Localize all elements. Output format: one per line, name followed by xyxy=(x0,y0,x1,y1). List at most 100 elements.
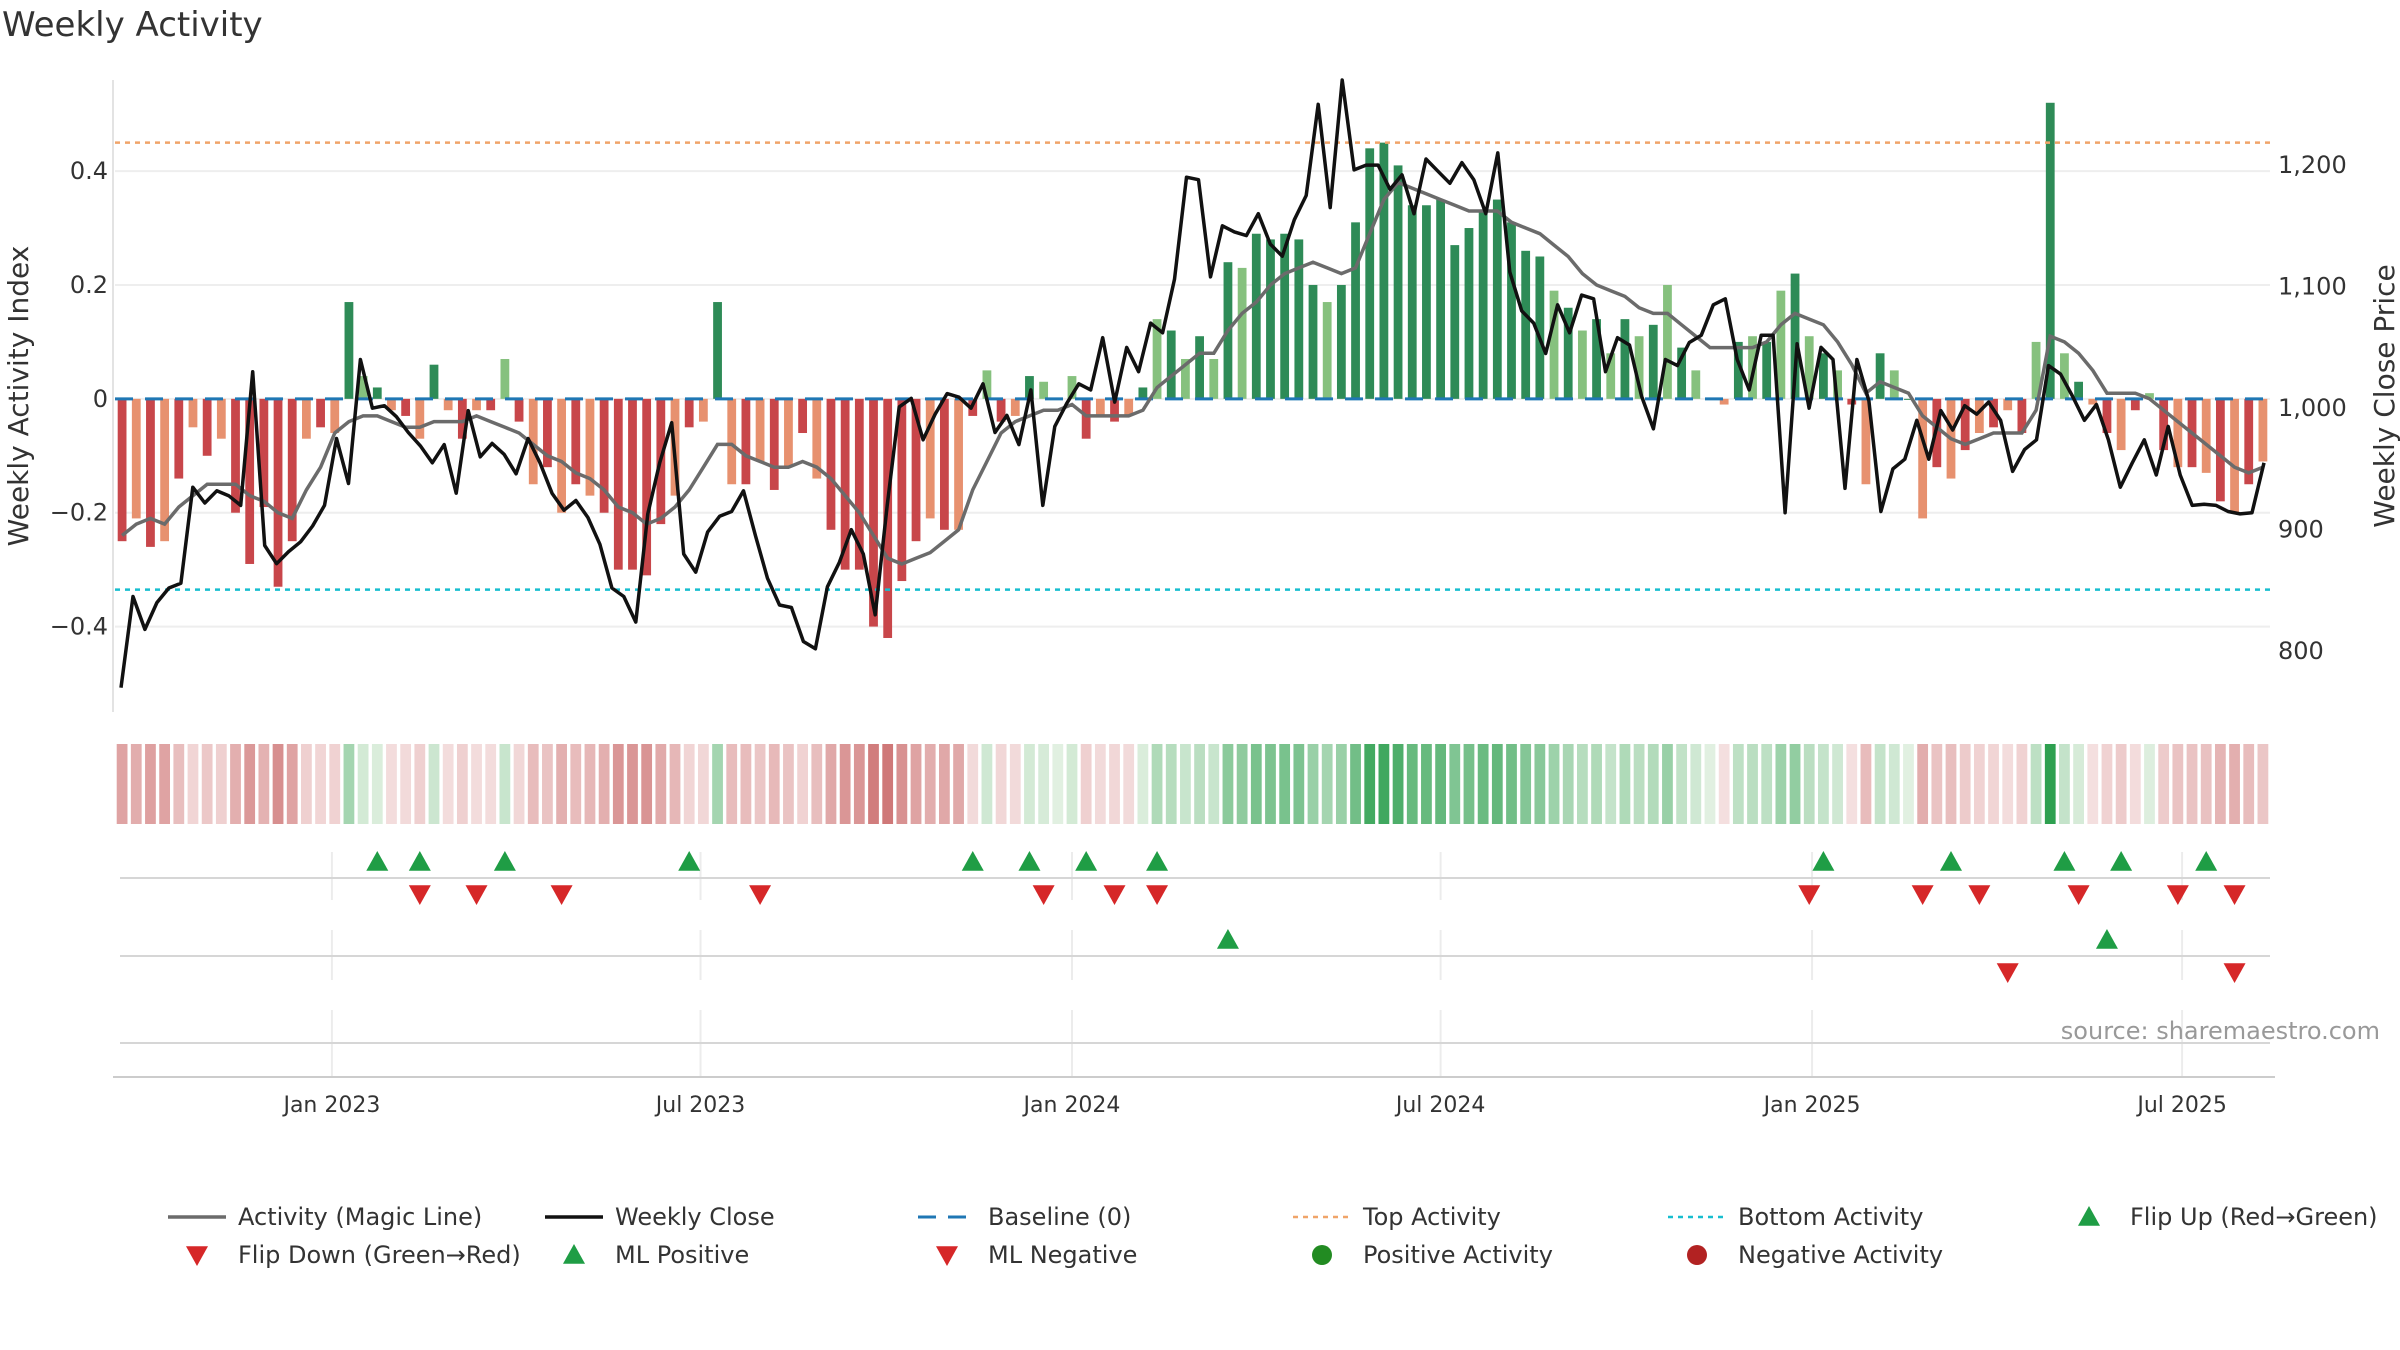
activity-bar xyxy=(684,398,694,428)
x-tick-label: Jul 2024 xyxy=(1394,1093,1486,1118)
heat-strip-cell xyxy=(683,744,695,824)
heat-strip-cell xyxy=(726,744,738,824)
heat-strip-cell xyxy=(910,744,922,824)
activity-bar xyxy=(2258,398,2268,462)
activity-bar xyxy=(1209,358,1219,399)
left-axis-label: Weekly Activity Index xyxy=(2,246,35,547)
heat-strip-cell xyxy=(2030,744,2042,824)
activity-bar xyxy=(358,376,368,399)
heat-strip-cell xyxy=(1137,744,1149,824)
legend-swatch-circle xyxy=(1687,1245,1707,1265)
heat-strip-cell xyxy=(315,744,326,824)
heat-strip-cell xyxy=(1704,744,1716,824)
heat-strip-cell xyxy=(1335,744,1347,824)
ml-positive-marker xyxy=(2095,929,2118,949)
heat-strip-cell xyxy=(386,744,397,824)
flip-down-marker xyxy=(1911,885,1934,905)
heat-strip-cell xyxy=(1988,744,1999,824)
activity-bar xyxy=(1251,233,1261,399)
heat-strip-cell xyxy=(1265,744,1276,824)
activity-bar xyxy=(1422,205,1431,399)
legend-label: Positive Activity xyxy=(1363,1241,1553,1269)
flip-up-marker xyxy=(366,851,389,871)
ml-positive-marker xyxy=(1216,929,1239,949)
activity-bar xyxy=(1606,353,1616,399)
activity-bar xyxy=(1563,307,1573,399)
activity-bar xyxy=(2173,398,2183,468)
activity-bar xyxy=(1691,370,1701,399)
activity-bar xyxy=(2060,353,2069,399)
activity-bar xyxy=(1549,290,1559,399)
activity-bar xyxy=(741,398,751,485)
legend-label: ML Positive xyxy=(615,1241,749,1269)
x-tick-label: Jan 2025 xyxy=(1762,1093,1861,1118)
legend-swatch-triangle-down xyxy=(186,1246,208,1266)
heat-strip-cell xyxy=(1662,744,1673,824)
heat-strip-cell xyxy=(1194,744,1205,824)
left-axis-ticks: −0.4 −0.2 0 0.2 0.4 xyxy=(50,157,108,640)
left-tick-label: 0.2 xyxy=(70,271,108,299)
heat-strip-cell xyxy=(1605,744,1617,824)
activity-bar xyxy=(698,398,708,422)
heat-strip-cell xyxy=(329,744,341,824)
heat-strip-cell xyxy=(1463,744,1475,824)
activity-bar xyxy=(1492,199,1502,399)
activity-bar xyxy=(557,398,566,513)
legend-item: Baseline (0) xyxy=(918,1203,1131,1231)
flip-up-marker xyxy=(2110,851,2133,871)
heat-strip-cell xyxy=(981,744,993,824)
legend-item: Negative Activity xyxy=(1687,1241,1943,1269)
activity-bar xyxy=(302,398,311,439)
marker-vertical-grid xyxy=(330,852,2184,1077)
flip-down-marker xyxy=(1146,885,1169,905)
x-tick-label: Jul 2025 xyxy=(2135,1093,2227,1118)
heat-strip-cell xyxy=(357,744,369,824)
heat-strip-cell xyxy=(1435,744,1446,824)
activity-bar xyxy=(1322,302,1332,399)
activity-bar xyxy=(613,398,623,570)
legend-label: Flip Up (Red→Green) xyxy=(2130,1203,2378,1231)
right-tick-label: 900 xyxy=(2278,516,2324,544)
activity-bar xyxy=(514,398,524,422)
activity-bar xyxy=(202,398,212,456)
activity-bar xyxy=(500,358,510,399)
activity-bar xyxy=(812,398,822,479)
heat-strip-cell xyxy=(1576,744,1588,824)
activity-bar xyxy=(1478,210,1488,399)
activity-bar xyxy=(1918,398,1928,519)
activity-bar xyxy=(273,398,283,587)
activity-bar xyxy=(840,398,850,570)
activity-bar xyxy=(1634,336,1644,399)
flip-up-marker xyxy=(1018,851,1041,871)
heat-strip-cell xyxy=(1676,744,1688,824)
activity-bar xyxy=(1308,284,1318,399)
activity-bar xyxy=(472,398,481,411)
heat-strip-cell xyxy=(1534,744,1546,824)
heat-strip-cell xyxy=(2243,744,2255,824)
heat-strip-cell xyxy=(1888,744,1900,824)
heat-strip-cell xyxy=(1903,744,1914,824)
flip-down-marker xyxy=(550,885,573,905)
heat-strip-cell xyxy=(343,744,355,824)
x-tick-label: Jan 2024 xyxy=(1022,1093,1121,1118)
activity-bar xyxy=(769,398,779,490)
heat-strip-cell xyxy=(967,744,979,824)
heat-strip-cell xyxy=(1775,744,1787,824)
heat-strip-cell xyxy=(2186,744,2198,824)
activity-bar xyxy=(1521,250,1531,399)
activity-bar xyxy=(2230,398,2239,513)
activity-bar xyxy=(1464,228,1474,399)
left-tick-label: 0 xyxy=(93,385,108,413)
activity-bar xyxy=(486,398,496,411)
activity-bar xyxy=(1294,239,1304,399)
heat-strip-cell xyxy=(2229,744,2240,824)
heat-strip-cell xyxy=(1803,744,1815,824)
heat-strip-cell xyxy=(173,744,185,824)
heat-strip-cell xyxy=(1109,744,1120,824)
heat-strip-cell xyxy=(669,744,681,824)
activity-bar xyxy=(259,398,269,508)
heat-strip-cell xyxy=(1591,744,1602,824)
heat-strip-cell xyxy=(839,744,851,824)
activity-bar xyxy=(1365,148,1375,399)
heat-strip-cell xyxy=(1321,744,1333,824)
